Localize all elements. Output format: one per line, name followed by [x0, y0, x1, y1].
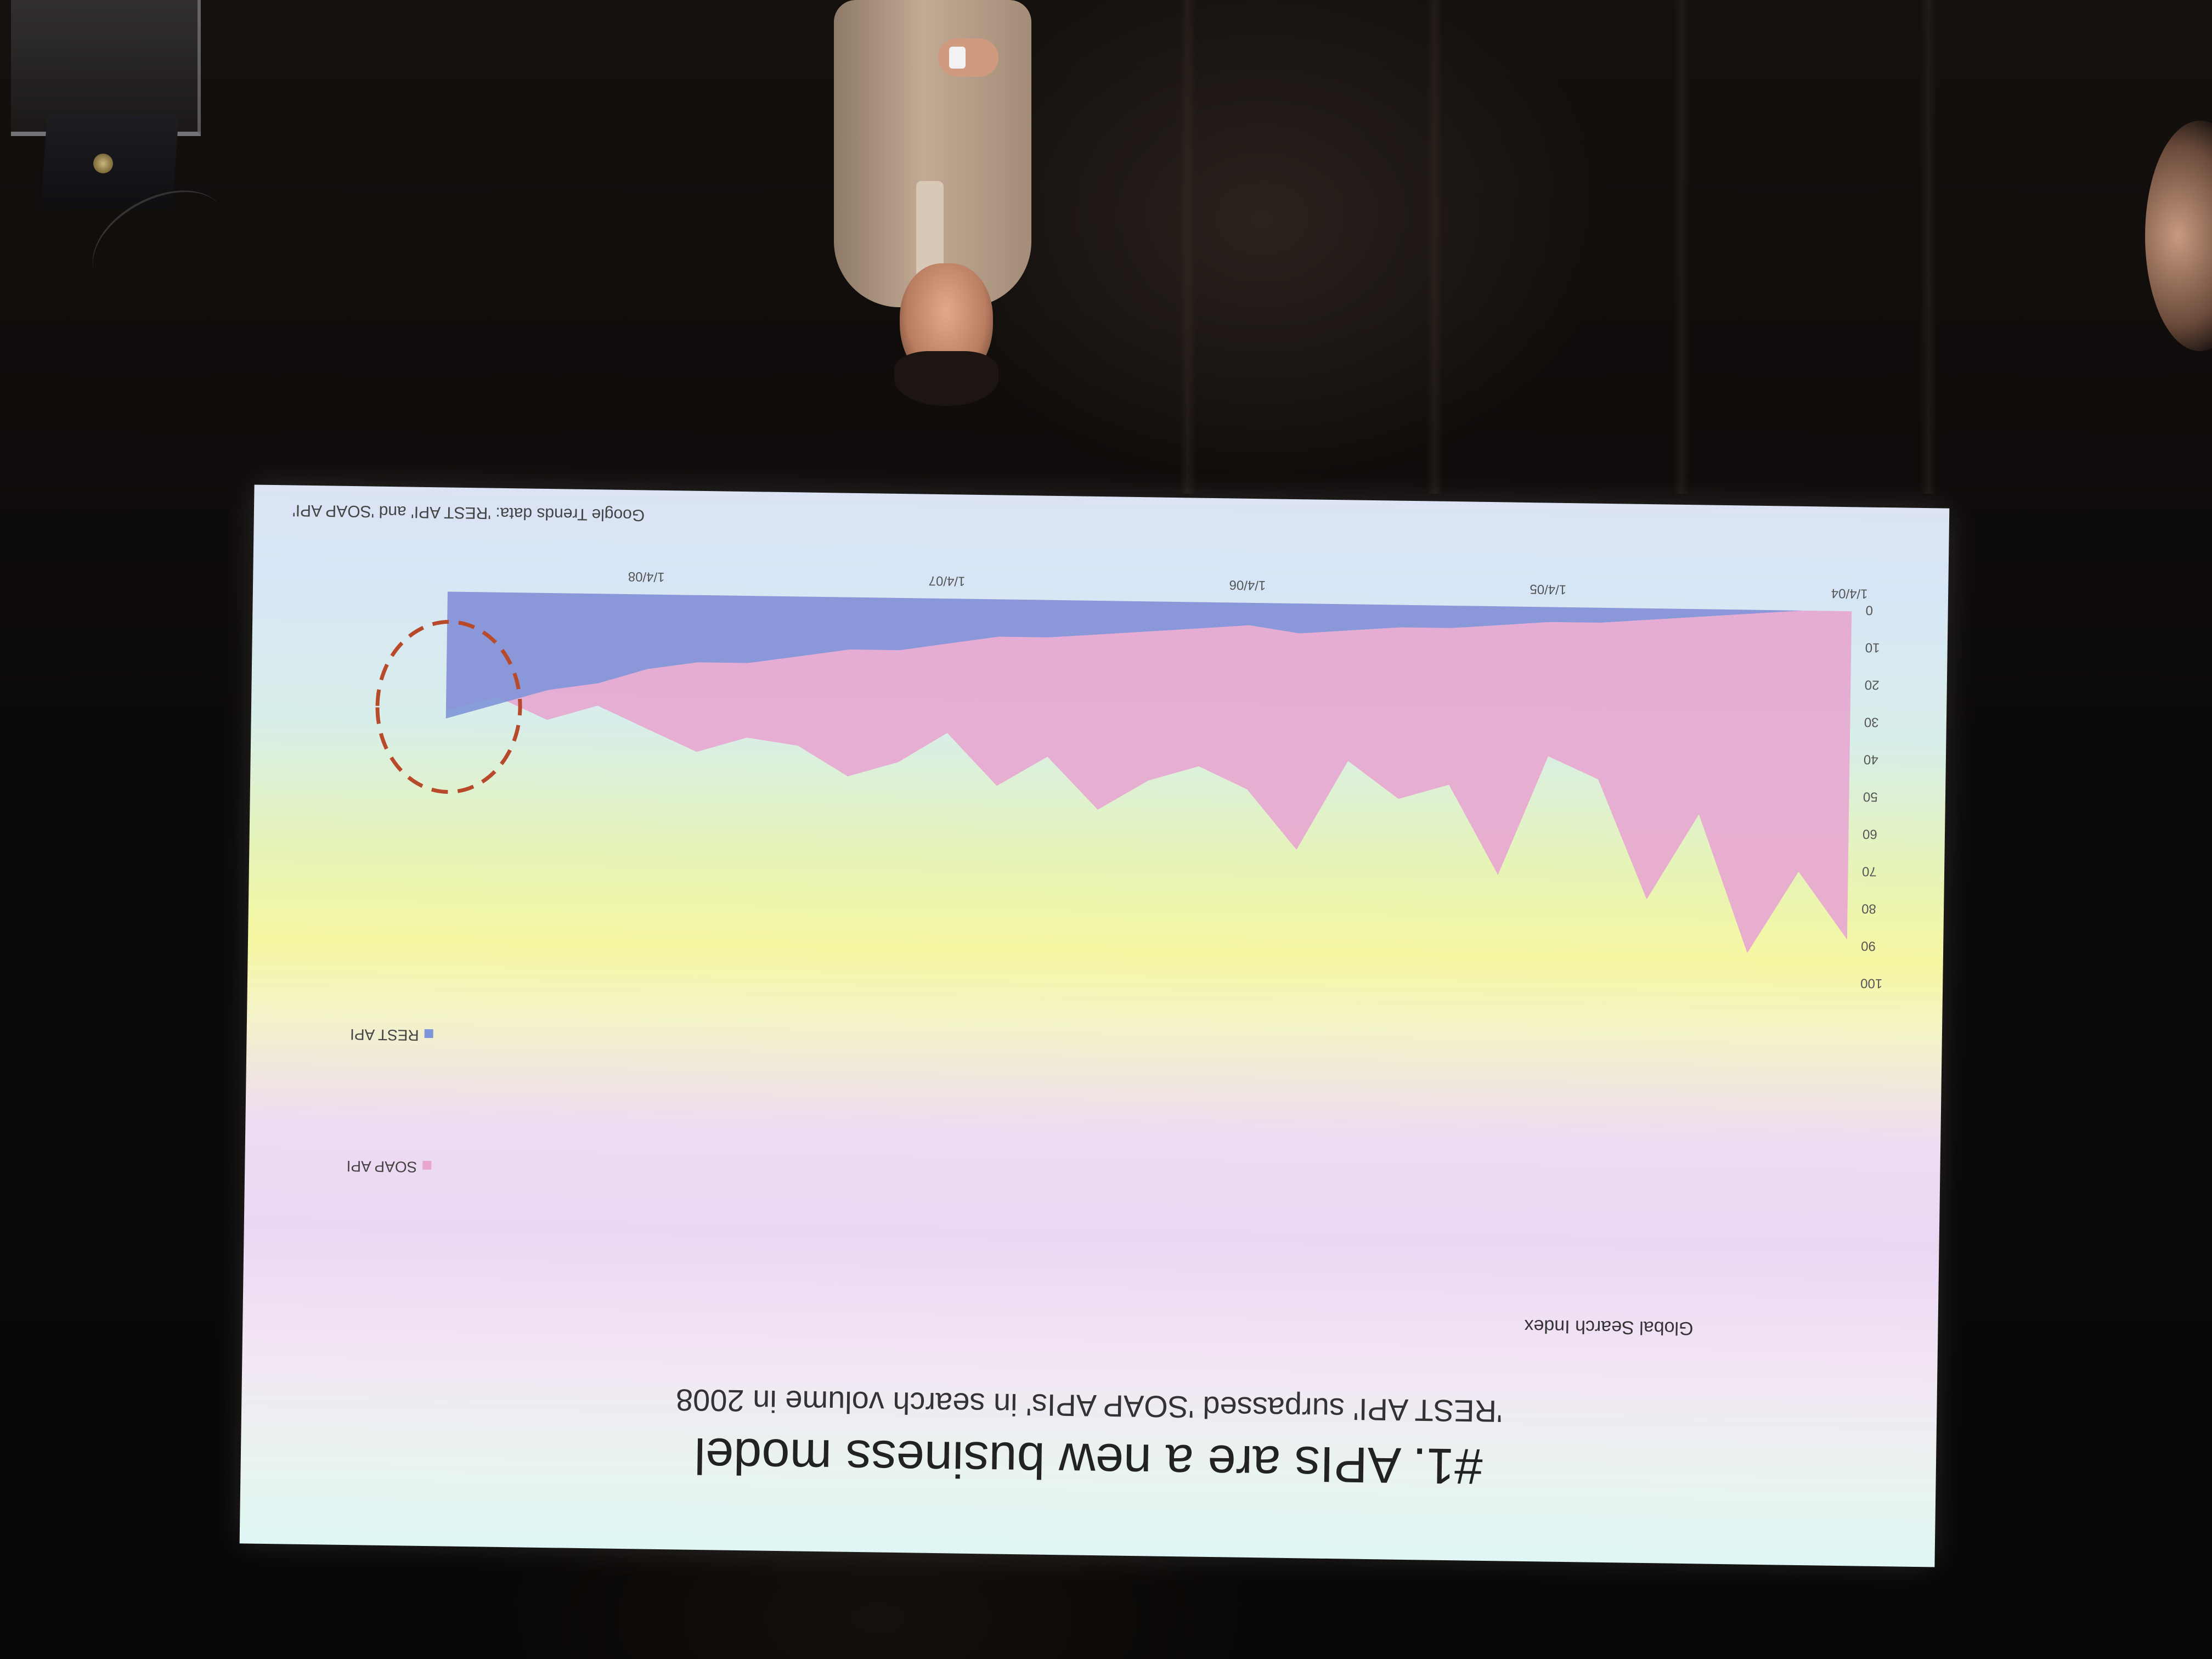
- presenter-hand: [938, 38, 998, 77]
- y-tick-label: 30: [1864, 715, 1879, 730]
- y-axis-ticks: 0 10 20 30 40 50 60 70 80 90 100: [1860, 603, 1882, 991]
- legend-swatch: [424, 1029, 433, 1039]
- y-tick-label: 10: [1865, 640, 1880, 655]
- presenter-watch: [949, 47, 966, 69]
- y-tick-label: 0: [1866, 603, 1874, 618]
- projected-slide: #1. APIs are a new business model 'REST …: [239, 484, 1950, 1567]
- legend-swatch: [422, 1160, 432, 1170]
- y-tick-label: 50: [1863, 789, 1878, 804]
- podium-seal: [93, 154, 113, 173]
- y-tick-label: 80: [1861, 901, 1876, 916]
- curtain-fold: [1673, 0, 1690, 494]
- podium-glass: [11, 0, 201, 136]
- y-tick-label: 60: [1863, 827, 1877, 842]
- x-tick-label: 1/4/07: [928, 573, 965, 589]
- highlight-circle: [375, 620, 522, 794]
- y-tick-label: 40: [1864, 752, 1878, 767]
- x-tick-label: 1/4/06: [1229, 577, 1266, 592]
- presenter: [812, 0, 1064, 417]
- curtain-fold: [1920, 0, 1937, 494]
- y-axis-label: Global Search Index: [1524, 1316, 1694, 1339]
- y-tick-label: 90: [1861, 938, 1876, 953]
- curtain-fold: [1426, 0, 1443, 494]
- legend-label: SOAP API: [346, 1158, 417, 1176]
- x-tick-label: 1/4/05: [1530, 582, 1566, 597]
- chart-areas: [445, 591, 1852, 953]
- podium: [0, 0, 244, 316]
- presenter-hair: [894, 351, 998, 406]
- curtain-fold: [1180, 0, 1196, 494]
- area-rest-api: [445, 591, 1852, 719]
- x-tick-label: 1/4/04: [1831, 586, 1868, 601]
- y-tick-label: 70: [1862, 864, 1877, 879]
- area-soap-api: [445, 591, 1852, 953]
- y-tick-label: 100: [1860, 975, 1882, 991]
- y-tick-label: 20: [1865, 678, 1880, 692]
- chart-legend: SOAP API REST API: [346, 1026, 433, 1176]
- x-axis-ticks: 1/4/04 1/4/05 1/4/06 1/4/07 1/4/08: [628, 569, 1868, 601]
- legend-label: REST API: [350, 1026, 419, 1044]
- x-tick-label: 1/4/08: [628, 569, 665, 584]
